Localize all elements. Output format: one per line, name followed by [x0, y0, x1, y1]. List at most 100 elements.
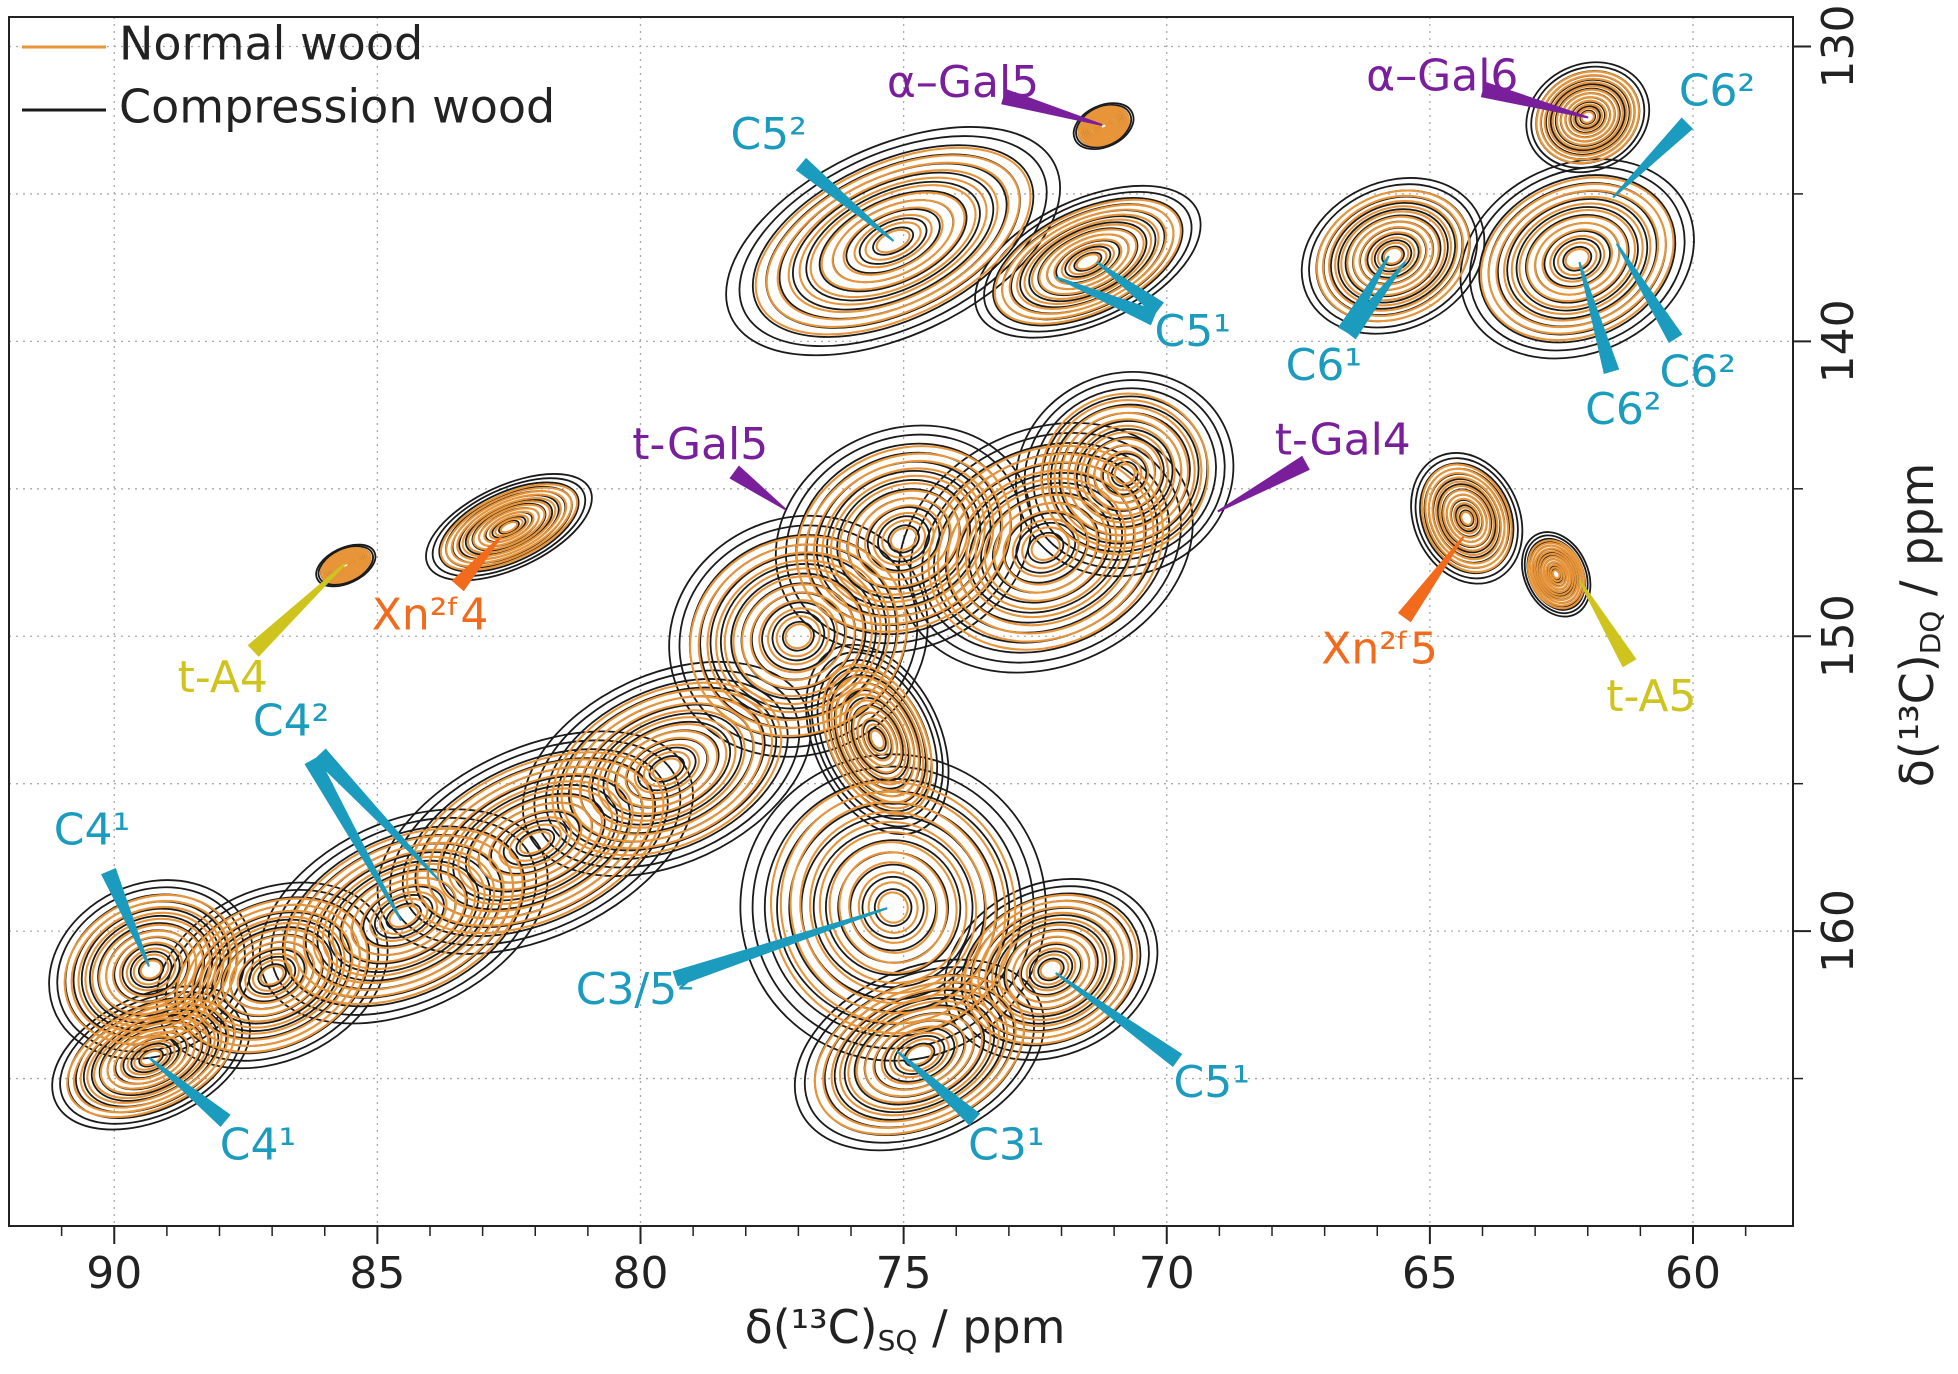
- x-tick-label: 60: [1665, 1248, 1721, 1299]
- contour-ring: [1538, 552, 1575, 596]
- contour-ring: [952, 885, 1150, 1054]
- contour-ring: [66, 997, 236, 1119]
- contour-ring: [1543, 77, 1632, 157]
- annotation-label: C5¹: [1174, 1057, 1250, 1108]
- contour-ring: [1551, 85, 1624, 150]
- x-label-sub: SQ: [878, 1324, 918, 1357]
- contour-ring: [126, 1040, 176, 1076]
- contour-ring: [765, 154, 1021, 328]
- contour-ring: [98, 1019, 204, 1097]
- annotation-label: C4¹: [54, 805, 130, 856]
- contour-ring: [889, 1031, 950, 1079]
- contour-ring: [1438, 484, 1495, 552]
- contour-ring: [1015, 370, 1235, 578]
- annotation-label: C5¹: [1155, 306, 1231, 357]
- contour-ring: [1045, 233, 1130, 291]
- contour-ring: [1381, 245, 1405, 267]
- contour-ring: [855, 497, 952, 581]
- contour-ring: [853, 1004, 986, 1106]
- contour-ring: [1075, 253, 1101, 271]
- x-label-part: / ppm: [917, 1300, 1065, 1354]
- contour-ring: [1079, 107, 1128, 146]
- contour-ring: [998, 923, 1104, 1016]
- contour-ring: [1382, 246, 1404, 265]
- contour-ring: [1358, 226, 1428, 286]
- contour-ring: [498, 816, 573, 870]
- pointer: [451, 535, 502, 592]
- contour-ring: [1442, 489, 1492, 548]
- annotation-label: α–Gal5: [887, 57, 1039, 108]
- contour-ring: [556, 686, 778, 852]
- contour-ring: [1073, 424, 1176, 524]
- contour-ring: [1456, 506, 1477, 531]
- contour-ring: [986, 914, 1116, 1025]
- contour-ring: [508, 823, 562, 862]
- contour-ring: [1549, 566, 1563, 583]
- x-tick-label: 85: [349, 1248, 405, 1299]
- contour-ring: [331, 555, 360, 576]
- contour-ring: [1459, 509, 1475, 528]
- contour-ring: [320, 547, 372, 584]
- pointer: [1343, 261, 1406, 340]
- contour-ring: [960, 892, 1142, 1047]
- contour-ring: [1545, 561, 1568, 588]
- contour-ring: [1028, 221, 1148, 303]
- contour-ring: [1523, 534, 1589, 615]
- contour-ring: [1060, 243, 1115, 281]
- contour-ring: [1459, 158, 1695, 360]
- contour-ring: [847, 999, 992, 1110]
- contour-ring: [818, 189, 968, 293]
- contour-ring: [466, 500, 551, 554]
- contour-ring: [483, 510, 535, 544]
- contour-ring: [1066, 418, 1183, 530]
- contour-ring: [1554, 87, 1621, 147]
- contour-ring: [322, 548, 370, 583]
- peak: [754, 146, 1032, 336]
- contour-ring: [1548, 564, 1564, 584]
- peak: [1077, 105, 1130, 147]
- contour-ring: [155, 881, 389, 1070]
- contour-ring: [502, 819, 568, 866]
- contour-ring: [763, 777, 1023, 1038]
- contour-ring: [494, 517, 524, 537]
- contour-ring: [327, 552, 364, 579]
- contour-ring: [1091, 116, 1116, 136]
- contour-ring: [1479, 176, 1675, 342]
- contour-ring: [839, 687, 916, 792]
- contour-ring: [1352, 220, 1434, 291]
- contour-ring: [1449, 497, 1484, 539]
- y-tick-label: 140: [1813, 299, 1864, 383]
- contour-ring: [1011, 935, 1091, 1004]
- contour-ring: [1533, 221, 1621, 296]
- contour-ring: [1081, 108, 1126, 144]
- contour-ring: [544, 678, 789, 860]
- x-tick-label: 70: [1139, 1248, 1195, 1299]
- contour-ring: [775, 615, 822, 658]
- pointer: [1217, 455, 1310, 513]
- pointer: [101, 868, 150, 967]
- peak: [769, 780, 1017, 1035]
- contour-ring: [826, 669, 929, 810]
- contour-ring: [456, 493, 562, 561]
- contour-ring: [865, 723, 890, 756]
- contour-ring: [450, 490, 568, 565]
- contour-ring: [1038, 228, 1138, 296]
- contour-ring: [822, 980, 1017, 1130]
- contour-ring: [130, 1042, 172, 1074]
- x-tick-label: 75: [876, 1248, 932, 1299]
- contour-ring: [927, 444, 1164, 651]
- pointer: [1578, 261, 1620, 374]
- pointer: [672, 907, 888, 987]
- contour-ring: [857, 871, 929, 944]
- contour-ring: [211, 926, 334, 1025]
- pointer: [896, 1050, 981, 1126]
- contour-ring: [853, 213, 933, 269]
- annotation-label: C6²: [1585, 384, 1661, 435]
- contour-ring: [1506, 198, 1649, 320]
- contour-ring: [1087, 113, 1120, 139]
- contour-ring: [281, 825, 526, 1008]
- contour-ring: [1541, 228, 1613, 290]
- annotation-label: Xn²ᶠ4: [372, 590, 489, 641]
- contour-ring: [1503, 195, 1652, 322]
- pointer: [1337, 255, 1390, 336]
